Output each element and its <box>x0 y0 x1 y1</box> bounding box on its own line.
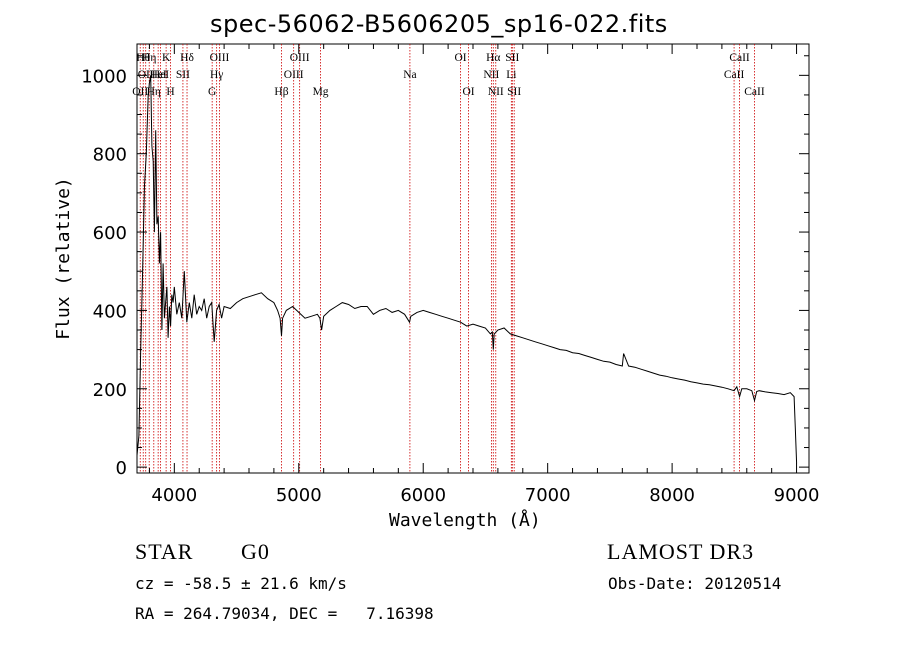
line-label: OIII <box>284 69 304 81</box>
survey-name: LAMOST DR3 <box>607 539 755 564</box>
line-label: OI <box>462 86 474 98</box>
line-markers <box>139 44 755 473</box>
y-tick-label: 1000 <box>81 66 127 87</box>
line-label: Li <box>506 69 516 81</box>
line-label: Hβ <box>274 86 288 98</box>
x-tick-label: 8000 <box>649 485 695 506</box>
y-tick-label: 800 <box>93 145 127 166</box>
x-tick-label: 7000 <box>525 485 571 506</box>
line-label: CaII <box>744 86 765 98</box>
line-label: Hη <box>142 52 156 64</box>
axis-ticks: 4000 5000 6000 7000 8000 9000 0 200 400 600 800 100… <box>81 44 819 506</box>
line-label: K <box>162 52 171 64</box>
line-label: Hα <box>486 52 500 64</box>
line-label: OIII <box>210 52 230 64</box>
y-tick-label: 200 <box>93 380 127 401</box>
line-label: OII <box>132 86 148 98</box>
line-label: HeI <box>150 69 167 81</box>
line-label: Hδ <box>180 52 194 64</box>
line-label: HeI <box>152 69 169 81</box>
coordinates-line: RA = 264.79034, DEC = 7.16398 <box>135 604 434 623</box>
line-label: OI <box>454 52 466 64</box>
x-tick-label: 9000 <box>774 485 820 506</box>
line-label: CaII <box>724 69 745 81</box>
line-labels: OIIHθOIIHηHηHeIHeIKHSIIHδGHγOIIIHβOIIIOI… <box>132 52 765 98</box>
redshift-line: cz = -58.5 ± 21.6 km/s <box>135 574 347 593</box>
y-tick-label: 400 <box>93 301 127 322</box>
object-class: STAR <box>135 539 194 564</box>
line-label: G <box>208 86 216 98</box>
line-label: SII <box>176 69 190 81</box>
line-label: OIII <box>290 52 310 64</box>
y-tick-label: 0 <box>116 458 127 479</box>
x-tick-label: 6000 <box>400 485 446 506</box>
plot-frame <box>136 43 810 474</box>
line-label: CaII <box>729 52 750 64</box>
x-tick-label: 4000 <box>151 485 197 506</box>
line-label: H <box>166 86 174 98</box>
y-axis-label: Flux (relative) <box>52 177 74 340</box>
line-label: Hη <box>147 86 161 98</box>
line-label: Hθ <box>136 52 150 64</box>
object-subclass: G0 <box>241 539 270 564</box>
spectrum-line <box>136 75 798 464</box>
line-label: SII <box>505 52 519 64</box>
line-label: Mg <box>313 86 329 98</box>
line-label: NII <box>483 69 499 81</box>
line-label: Na <box>403 69 416 81</box>
chart-title: spec-56062-B5606205_sp16-022.fits <box>210 10 668 38</box>
line-label: Hγ <box>210 69 223 81</box>
line-label: NII <box>488 86 504 98</box>
x-axis-label: Wavelength (Å) <box>389 510 541 531</box>
line-label: SII <box>507 86 521 98</box>
line-label: OII <box>138 69 154 81</box>
x-tick-label: 5000 <box>276 485 322 506</box>
y-tick-label: 600 <box>93 223 127 244</box>
obs-date-line: Obs-Date: 20120514 <box>608 574 782 593</box>
